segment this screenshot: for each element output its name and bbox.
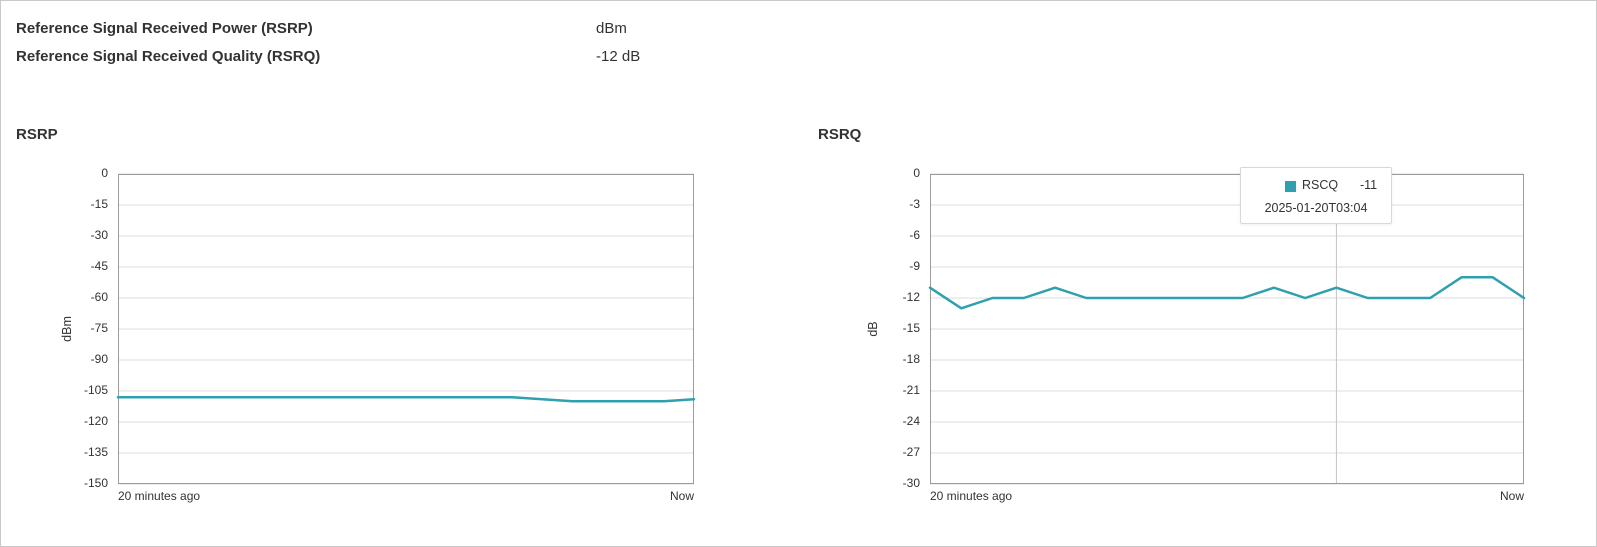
- tooltip-series-value: -11: [1360, 178, 1378, 192]
- y-tick-label: -27: [902, 445, 920, 459]
- y-tick-label: -150: [83, 476, 108, 490]
- y-tick-label: 0: [913, 166, 920, 180]
- tooltip-series-label: RSCQ: [1302, 178, 1339, 192]
- y-tick-label: -75: [90, 321, 108, 335]
- y-tick-label: -120: [83, 414, 108, 428]
- x-axis-label-start: 20 minutes ago: [930, 489, 1013, 503]
- rsrq-line-chart[interactable]: [928, 173, 1526, 485]
- y-tick-label: -9: [909, 259, 920, 273]
- y-tick-label: -30: [90, 228, 108, 242]
- y-tick-label: -3: [909, 197, 920, 211]
- y-tick-label: -90: [90, 352, 108, 366]
- y-tick-label: -21: [902, 383, 920, 397]
- rsrp-chart-title: RSRP: [16, 126, 58, 143]
- rsrq-plot-region[interactable]: 0 -3 -6 -9 -12 -15 -18 -21 -24 -27 -30 dB 20 minutes…: [866, 166, 1526, 503]
- y-tick-label: -15: [902, 321, 920, 335]
- x-axis-label-start: 20 minutes ago: [118, 489, 201, 503]
- rsrp-info-value: dBm: [596, 20, 627, 37]
- y-tick-label: -135: [83, 445, 108, 459]
- tooltip-timestamp: 2025-01-20T03:04: [1264, 201, 1368, 215]
- y-tick-label: -6: [909, 228, 920, 242]
- y-tick-label: -105: [83, 383, 108, 397]
- rsrq-info-value: -12 dB: [596, 48, 641, 65]
- x-axis-label-end: Now: [669, 489, 694, 503]
- y-tick-label: -45: [90, 259, 108, 273]
- y-tick-label: -12: [902, 290, 920, 304]
- x-axis-label-end: Now: [1499, 489, 1524, 503]
- rsrq-chart-title: RSRQ: [818, 126, 862, 143]
- tooltip-series-swatch-icon: [1285, 181, 1296, 192]
- rsrp-info-label: Reference Signal Received Power (RSRP): [16, 20, 313, 37]
- y-axis-unit-label: dBm: [60, 316, 74, 342]
- rsrp-line-chart[interactable]: [116, 173, 696, 485]
- rsrp-plot-region[interactable]: 0 -15 -30 -45 -60 -75 -90 -105 -120 -135 -150 dBm 20…: [60, 166, 696, 503]
- rsrp-series-line: [116, 395, 696, 403]
- y-tick-label: -15: [90, 197, 108, 211]
- y-tick-label: 0: [101, 166, 108, 180]
- rsrq-info-label: Reference Signal Received Quality (RSRQ): [16, 48, 321, 65]
- y-tick-label: -24: [902, 414, 920, 428]
- y-tick-label: -60: [90, 290, 108, 304]
- rsrq-series-line: [928, 276, 1526, 310]
- y-axis-unit-label: dB: [866, 321, 880, 337]
- chart-tooltip: RSCQ -11 2025-01-20T03:04: [1240, 167, 1392, 224]
- y-tick-label: -30: [902, 476, 920, 490]
- y-tick-label: -18: [902, 352, 920, 366]
